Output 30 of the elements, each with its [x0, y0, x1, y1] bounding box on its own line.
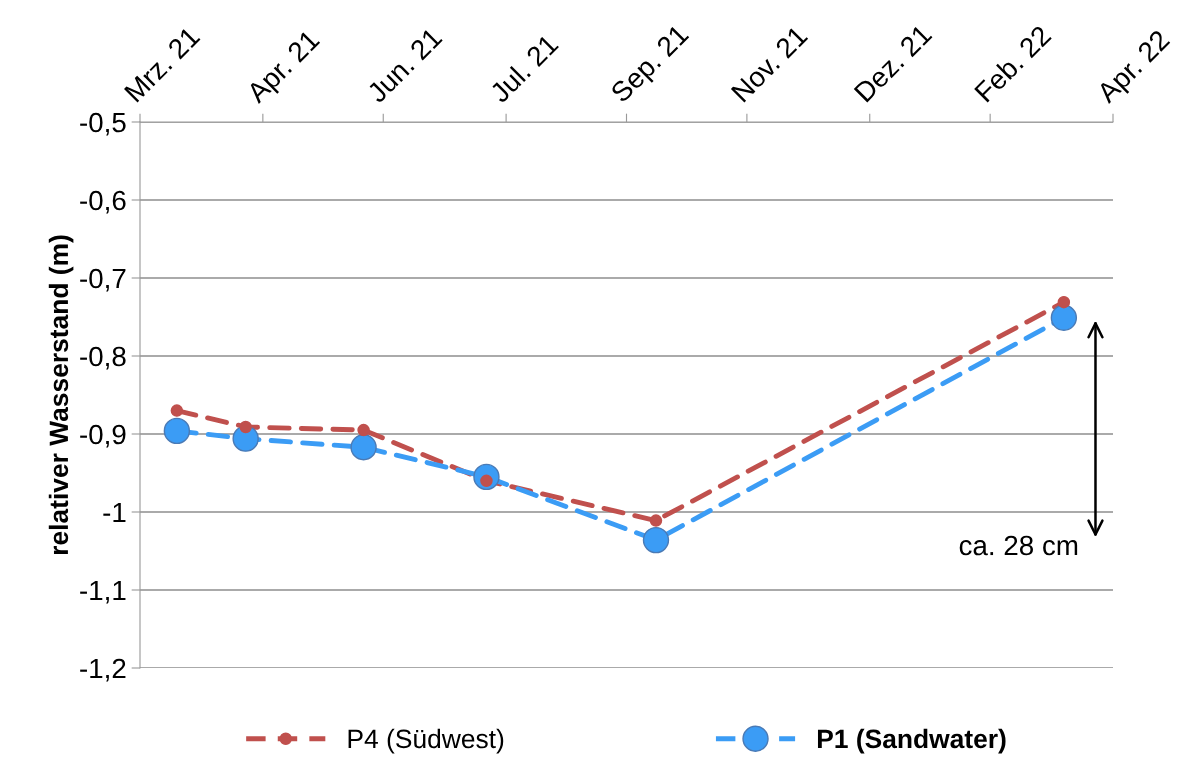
x-tick-label: Sep. 21	[609, 23, 694, 108]
point	[239, 420, 252, 434]
point	[1050, 304, 1078, 331]
point	[163, 417, 191, 445]
y-tick-label: -0,8	[80, 346, 126, 370]
x-tick-label: Apr. 21	[245, 29, 325, 109]
y-tick-label: -0,5	[80, 112, 126, 136]
x-tick-label: Apr. 22	[1095, 29, 1175, 109]
point	[649, 514, 663, 527]
y-tick-label: -1,1	[80, 580, 126, 604]
x-tick-label: Feb. 22	[973, 24, 1052, 103]
y-tick-label: -1	[103, 502, 126, 523]
annotation: ca. 28 cm	[959, 535, 1078, 556]
point	[350, 434, 377, 461]
legend-label: P4 (Südwest)	[348, 728, 504, 754]
legend-label: P1 (Sandwater)	[817, 728, 1006, 754]
x-tick-label: Nov. 21	[730, 25, 809, 103]
x-tick-label: Jun. 21	[365, 26, 443, 104]
x-tick-label: Mrz. 21	[123, 25, 201, 103]
point	[642, 526, 670, 554]
y-tick-label: -0,6	[80, 190, 126, 214]
y-tick-label: -0,7	[80, 268, 126, 292]
y-tick-label: -0,9	[80, 424, 126, 448]
y-axis-title: relativer Wasserstand (m)	[48, 235, 74, 555]
x-tick-label: Jul. 21	[488, 32, 560, 104]
point	[1057, 295, 1071, 309]
point	[170, 404, 184, 417]
y-tick-label: -1,2	[80, 658, 126, 682]
x-tick-label: Dez. 21	[853, 23, 933, 103]
point	[357, 423, 370, 437]
